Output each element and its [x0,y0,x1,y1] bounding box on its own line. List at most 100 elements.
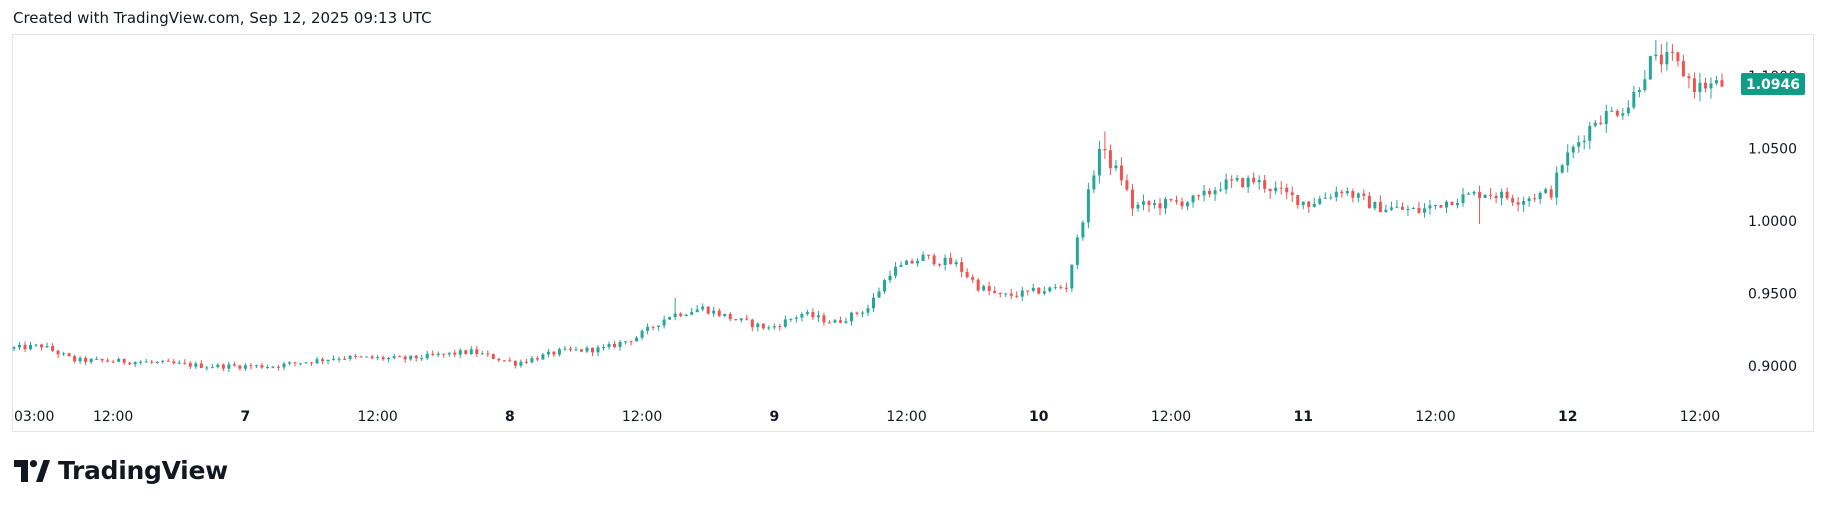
candle-body [916,261,920,264]
candle-body [486,353,490,355]
candle [23,341,27,352]
candle-body [1692,78,1696,93]
candle [662,315,666,329]
candle [1141,194,1145,211]
candle [1389,201,1393,212]
candle-body [1720,80,1724,87]
candle [73,354,77,364]
candle [629,340,633,346]
candle [1643,70,1647,93]
candle [519,359,523,368]
candle-body [12,347,16,349]
candle [745,314,749,321]
tradingview-logo[interactable]: TradingView [14,456,228,485]
candle-body [1676,52,1680,62]
candle [993,286,997,294]
candle [1582,135,1586,150]
candle [767,325,771,331]
candle-body [453,352,457,355]
candle-body [513,361,517,366]
candle-body [574,349,578,351]
candle [530,355,534,364]
candle [805,309,809,316]
candle [1224,173,1228,194]
candle-body [1555,172,1559,198]
candle [739,318,743,323]
candle-body [34,344,38,346]
time-tick-label: 11 [1294,409,1313,425]
candle [431,350,435,357]
candle-body [1042,291,1046,294]
candle-body [1164,199,1168,209]
candle [943,254,947,271]
candle [62,351,66,356]
last-price-tag-bg [1741,73,1805,96]
candle [265,364,269,369]
candle [971,274,975,284]
candle-body [1384,209,1388,213]
candle-body [1494,195,1498,199]
candle-body [1456,202,1460,206]
candle [287,361,291,366]
candle [376,354,380,361]
candle [1461,187,1465,207]
candle-body [1411,207,1415,209]
candle-body [1009,293,1013,296]
candle-body [1097,148,1101,176]
candle [425,350,429,360]
candle [304,362,308,364]
chart-frame[interactable] [12,34,1814,432]
candle-body [1274,187,1278,192]
candle [673,297,677,321]
candle [541,352,545,360]
candle [210,364,214,369]
candle-body [1665,51,1669,65]
candle [932,253,936,267]
candle [205,365,209,371]
candle-body [624,341,628,343]
candle [67,352,71,357]
candle [249,363,253,370]
candle-body [1450,201,1454,206]
candle-body [1015,295,1019,297]
candle-body [1648,56,1652,80]
candle [1340,189,1344,198]
candle [987,281,991,296]
candle-body [883,280,887,292]
candle-body [1235,178,1239,181]
candle [117,357,121,362]
candle-body [194,363,198,367]
candle [949,252,953,265]
candle-body [1241,178,1245,188]
candle-body [872,297,875,309]
candle-body [1654,54,1658,57]
candle [1279,181,1283,195]
candle-body [1362,193,1366,196]
candle [701,303,705,312]
candle [1301,201,1305,210]
price-tick-label: 0.9500 [1748,287,1797,303]
time-tick-label: 12:00 [1151,409,1191,425]
candle [794,315,798,323]
candle-body [398,356,402,358]
candle-body [1593,122,1597,126]
candle-body [640,330,644,338]
candle-body [332,358,336,360]
candle [778,323,782,331]
candle-body [557,349,561,355]
candle-body [1268,188,1272,192]
candle [679,312,683,318]
candle [1323,192,1327,199]
candle-body [1119,165,1123,181]
candle-body [690,312,694,315]
candle [1268,188,1272,199]
candle [1439,204,1443,209]
candle-body [480,353,484,355]
candle [1235,175,1239,183]
candle [337,356,341,363]
candle [1511,194,1515,206]
tradingview-logo-text: TradingView [58,456,228,485]
candle [1445,200,1448,214]
candle [469,346,473,355]
candle-body [304,362,308,364]
